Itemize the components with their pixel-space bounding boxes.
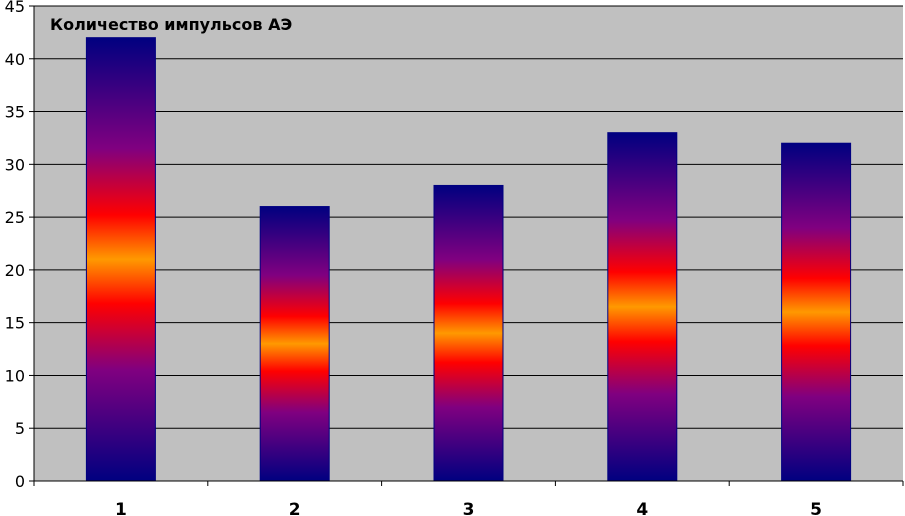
y-tick-label: 40 xyxy=(5,50,25,69)
y-tick-label: 5 xyxy=(15,419,25,438)
y-tick-label: 45 xyxy=(5,0,25,16)
y-tick-label: 0 xyxy=(15,472,25,491)
x-tick-label: 2 xyxy=(289,500,301,516)
y-tick-label: 30 xyxy=(5,155,25,174)
y-tick-label: 20 xyxy=(5,261,25,280)
axes xyxy=(33,6,903,482)
x-tick-label: 3 xyxy=(463,500,475,516)
x-tick-label: 4 xyxy=(636,500,648,516)
y-tick-label: 35 xyxy=(5,103,25,122)
y-tick-label: 25 xyxy=(5,208,25,227)
bar-1 xyxy=(85,37,156,482)
bar-4 xyxy=(607,132,678,482)
chart-title: Количество импульсов АЭ xyxy=(50,15,292,34)
bar-2 xyxy=(259,206,330,482)
y-tick-label: 15 xyxy=(5,314,25,333)
y-axis-ticks: 0 5 10 15 20 25 30 35 40 45 xyxy=(5,0,34,491)
bars xyxy=(85,37,852,482)
bar-5 xyxy=(781,142,852,482)
x-tick-label: 1 xyxy=(115,500,127,516)
y-tick-label: 10 xyxy=(5,366,25,385)
x-tick-label: 5 xyxy=(810,500,822,516)
bar-3 xyxy=(433,184,504,482)
x-axis-ticks: 1 2 3 4 5 xyxy=(33,481,904,516)
